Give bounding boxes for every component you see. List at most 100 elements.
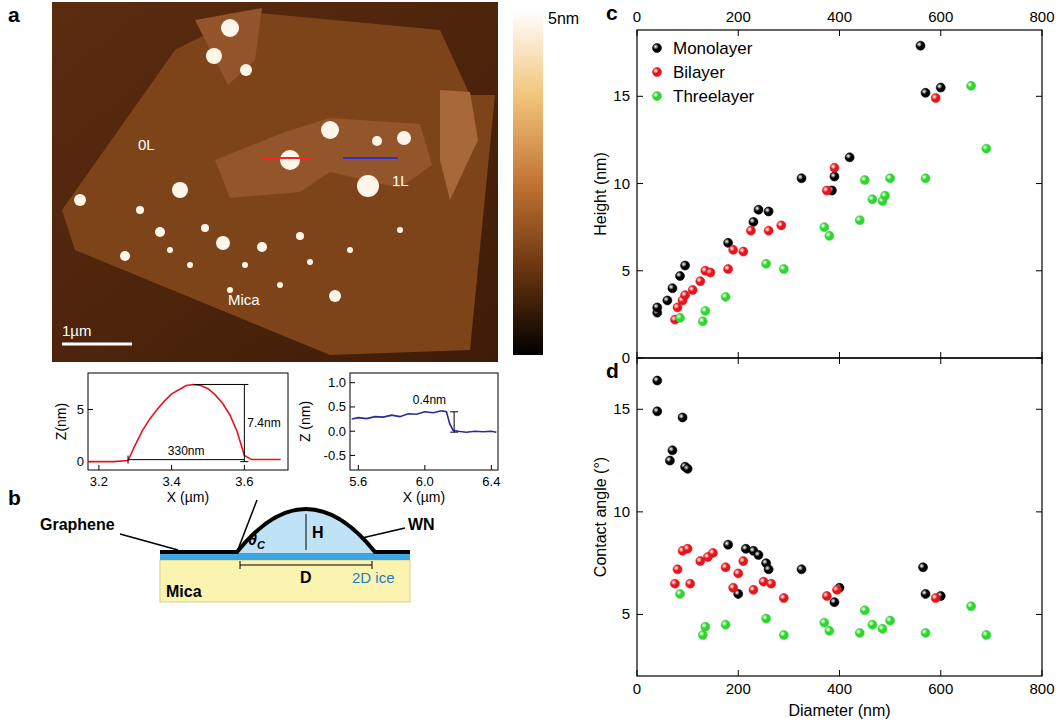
point: [721, 620, 730, 629]
point: [921, 174, 930, 183]
plot-area: [653, 376, 991, 639]
point: [698, 630, 707, 639]
y-tick: [350, 406, 355, 407]
y-tick: [637, 409, 643, 410]
point: [653, 407, 662, 416]
graphene-flake: [62, 12, 495, 355]
width-bracket: [128, 456, 129, 464]
height-line: [306, 514, 307, 550]
height-bracket: [450, 432, 458, 433]
water-nanodroplet: [216, 236, 230, 250]
diameter-line: [240, 561, 241, 569]
point: [855, 216, 864, 225]
point: [822, 186, 831, 195]
point: [936, 83, 945, 92]
plot-area: [352, 411, 497, 432]
y-tick: [1036, 409, 1042, 410]
point: [820, 618, 829, 627]
point: [855, 628, 864, 637]
point: [676, 272, 685, 281]
point: [919, 563, 928, 572]
water-nanodroplet: [347, 247, 353, 253]
pointer-arrow: [120, 534, 178, 550]
schematic-label: D: [300, 569, 312, 586]
height-bracket: [240, 461, 248, 462]
point: [681, 261, 690, 270]
point: [868, 195, 877, 204]
y-tick-label: 10: [613, 503, 630, 520]
x-tick-label: 200: [726, 680, 751, 697]
point: [777, 221, 786, 230]
point: [653, 303, 662, 312]
water-nanodroplet: [155, 227, 165, 237]
y-tick: [637, 511, 643, 512]
x-tick: [637, 30, 638, 36]
mica-layer: [160, 560, 410, 602]
x-tick-label: 6.4: [482, 474, 500, 489]
plot-frame: [637, 358, 1042, 676]
point: [886, 616, 895, 625]
point: [683, 544, 692, 553]
afm-label: 1L: [392, 172, 409, 189]
x-tick: [1042, 358, 1043, 364]
schematic-label: C: [257, 539, 266, 551]
legend-label: Threelayer: [673, 87, 755, 106]
water-nanodroplet: [277, 282, 283, 288]
x-tick: [839, 670, 840, 676]
point: [670, 579, 679, 588]
point: [696, 277, 705, 286]
x-tick: [738, 670, 739, 676]
schematic-label: Graphene: [40, 516, 115, 533]
flake-fold: [195, 8, 262, 85]
point: [878, 624, 887, 633]
point: [701, 622, 710, 631]
point: [916, 41, 925, 50]
point: [754, 550, 763, 559]
schematic-label: Mica: [166, 583, 202, 600]
point: [767, 579, 776, 588]
y-tick: [637, 96, 643, 97]
legend-marker: [653, 92, 662, 101]
diameter-line: [372, 561, 373, 569]
x-tick: [839, 30, 840, 36]
annotation: 330nm: [168, 444, 205, 458]
water-nanodroplet: [136, 206, 144, 214]
point: [832, 585, 841, 594]
y-tick: [637, 183, 643, 184]
point: [665, 456, 674, 465]
scale-bar: [62, 343, 132, 346]
point: [779, 630, 788, 639]
point: [678, 413, 687, 422]
height-bracket: [454, 412, 455, 432]
water-nanodroplet: [397, 227, 403, 233]
x-tick-label: 200: [726, 8, 751, 25]
point: [708, 548, 717, 557]
height-bracket: [193, 384, 248, 385]
x-tick-label: 600: [928, 680, 953, 697]
x-tick-label: 3.4: [163, 474, 181, 489]
point: [764, 565, 773, 574]
x-tick-label: 6.0: [416, 474, 434, 489]
y-axis-title: Height (nm): [592, 152, 609, 236]
point: [653, 376, 662, 385]
point: [676, 589, 685, 598]
point: [683, 464, 692, 473]
y-tick: [1036, 511, 1042, 512]
point: [982, 630, 991, 639]
point: [668, 446, 677, 455]
y-tick: [1036, 270, 1042, 271]
afm-label: 0L: [138, 136, 155, 153]
flake-edge: [440, 90, 478, 200]
water-nanodroplet: [201, 224, 209, 232]
point: [688, 285, 697, 294]
point: [860, 606, 869, 615]
point: [673, 565, 682, 574]
point: [724, 540, 733, 549]
x-tick: [171, 465, 172, 470]
y-tick: [1036, 96, 1042, 97]
point: [706, 268, 715, 277]
x-axis-title: X (µm): [403, 489, 445, 505]
x-tick: [637, 670, 638, 676]
x-tick: [738, 358, 739, 364]
height-bracket: [450, 411, 458, 412]
